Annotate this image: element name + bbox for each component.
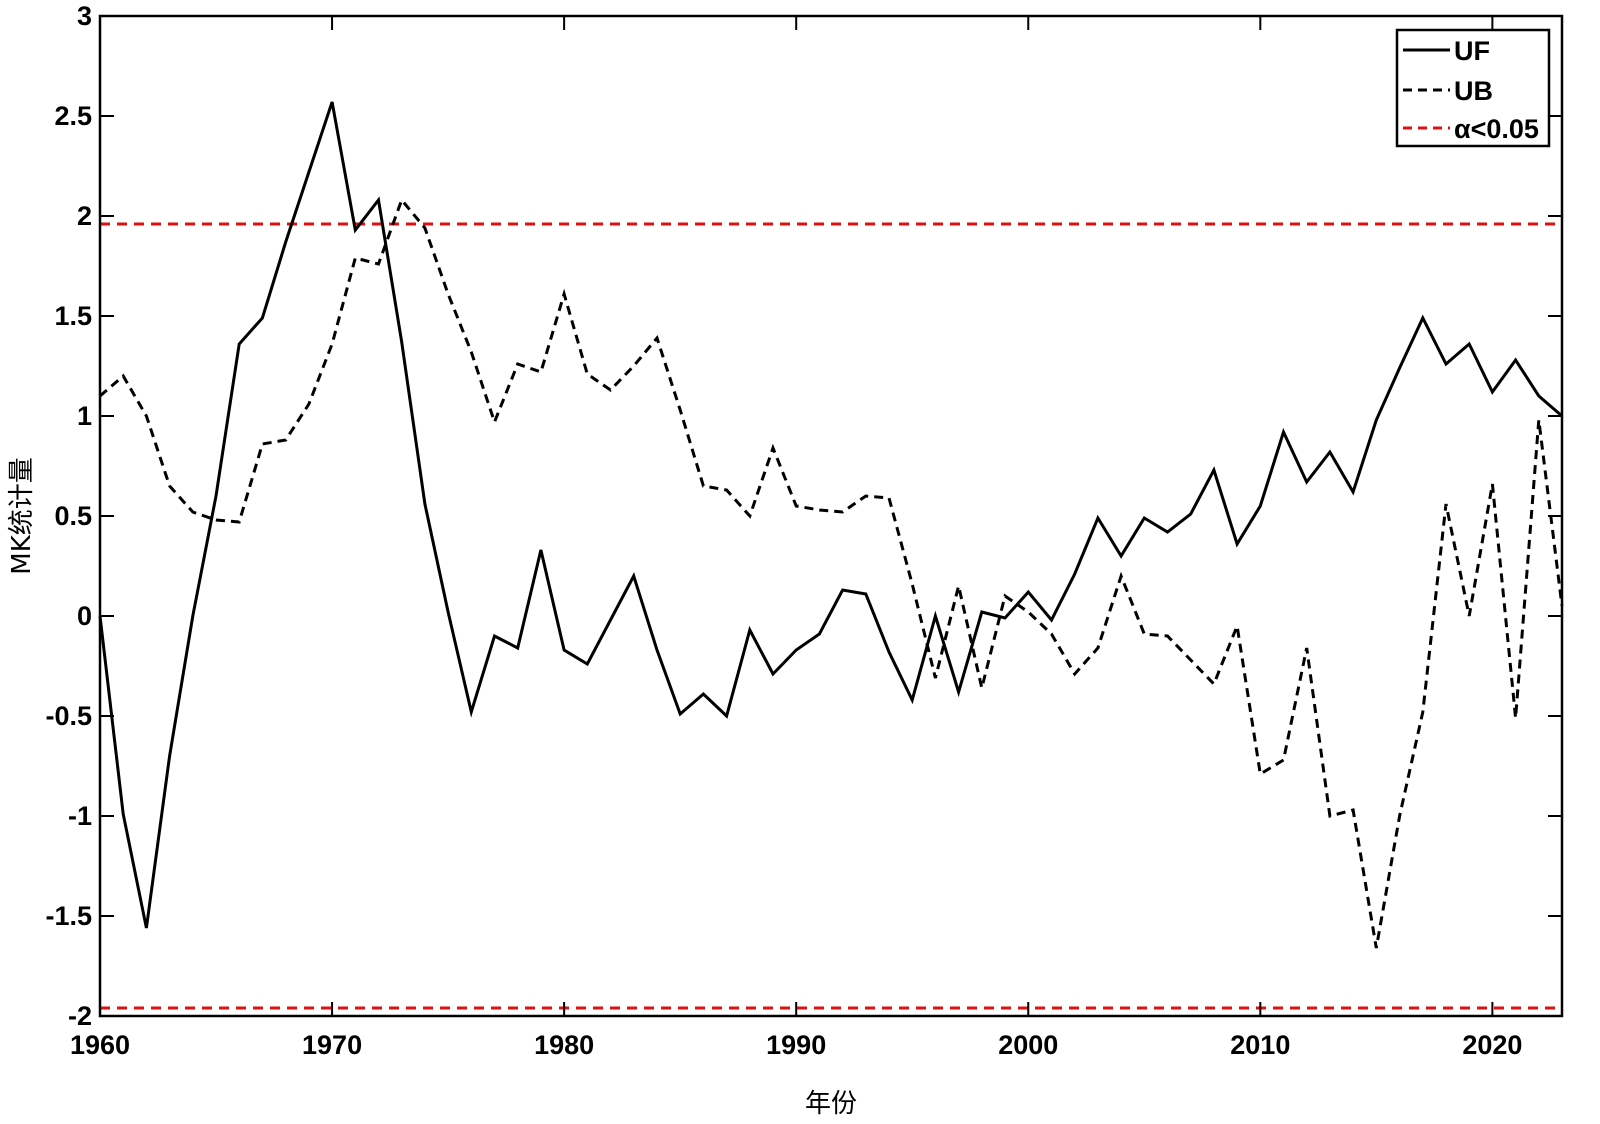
- y-tick-label: 1: [77, 401, 92, 431]
- plot-background: [100, 16, 1562, 1016]
- x-tick-label: 1990: [766, 1030, 826, 1060]
- series-line-uf: [98, 101, 1563, 929]
- y-tick-label: 0: [77, 601, 92, 631]
- threshold-lines: [100, 222, 1562, 1010]
- x-tick-label: 1970: [302, 1030, 362, 1060]
- x-axis-label: 年份: [805, 1089, 857, 1119]
- y-axis-label: MK统计量: [7, 457, 37, 574]
- y-tick-label: 0.5: [54, 501, 92, 531]
- x-tick-label: 2000: [998, 1030, 1058, 1060]
- series-lines: [98, 101, 1564, 949]
- x-tick-label: 2010: [1230, 1030, 1290, 1060]
- x-tick-label: 1980: [534, 1030, 594, 1060]
- legend-label-threshold: α<0.05: [1454, 114, 1539, 144]
- x-tick-label: 2020: [1462, 1030, 1522, 1060]
- y-tick-label: 2.5: [54, 101, 92, 131]
- y-tick-label: -2: [68, 1001, 92, 1031]
- y-tick-label: -1: [68, 801, 92, 831]
- legend-label-uf: UF: [1454, 36, 1490, 66]
- legend: UF UB α<0.05: [1395, 28, 1551, 148]
- x-tick-label: 1960: [70, 1030, 130, 1060]
- legend-label-ub: UB: [1454, 76, 1493, 106]
- y-tick-label: 3: [77, 1, 92, 31]
- y-axis-ticks: -2 -1.5 -1 -0.5 0 0.5 1 1.5 2 2.5 3: [45, 1, 1562, 1031]
- y-tick-label: -1.5: [45, 901, 92, 931]
- y-tick-label: -0.5: [45, 701, 92, 731]
- x-axis-ticks: 1960 1970 1980 1990 2000 2010 2020: [70, 16, 1522, 1060]
- y-tick-label: 1.5: [54, 301, 92, 331]
- y-tick-label: 2: [77, 201, 92, 231]
